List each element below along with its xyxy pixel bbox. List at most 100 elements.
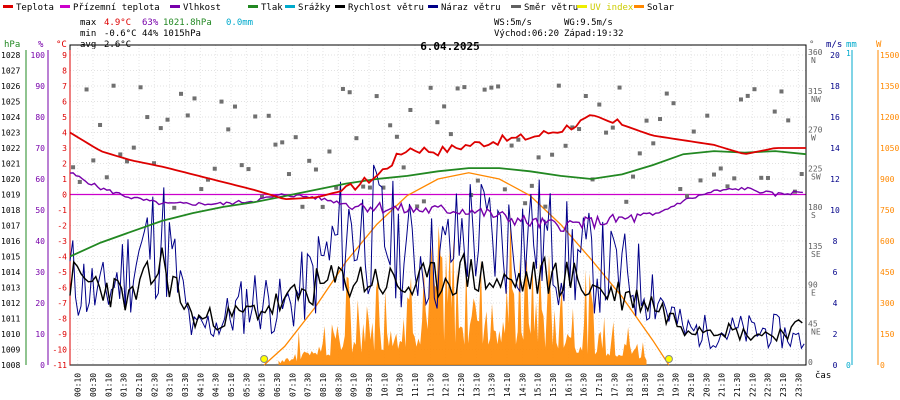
wind-speed-summary: WS:5m/s	[494, 18, 532, 28]
wind-dir-dot	[340, 86, 345, 91]
x-tick: 05:30	[242, 373, 251, 397]
wind-dir-dot	[212, 166, 217, 171]
wind-dir-dot	[185, 113, 190, 118]
rain-axis-title: mm	[846, 40, 857, 50]
legend-label-3: Tlak	[261, 3, 283, 13]
legend-label-9: Solar	[647, 3, 675, 13]
wind-dir-dot	[91, 158, 96, 163]
wind-dir-dot	[577, 127, 582, 132]
press-tick: 1008	[1, 361, 20, 370]
legend-swatch-1	[60, 5, 70, 8]
wind-dir-dot	[206, 177, 210, 182]
x-tick: 04:10	[196, 373, 205, 397]
stat-max-hum: 63%	[142, 18, 159, 28]
speed-tick: 20	[830, 51, 840, 60]
wind-dir-dot	[475, 178, 480, 183]
series-temperature-line	[69, 114, 806, 201]
x-tick: 06:10	[258, 373, 267, 397]
wind-dir-dot	[448, 132, 453, 137]
wind-dir-dot	[266, 113, 271, 118]
temp-tick: -7	[57, 299, 67, 308]
chart-title: 6.04.2025	[420, 40, 480, 53]
wind-dir-dot	[462, 85, 467, 90]
x-tick: 11:10	[411, 373, 420, 397]
x-tick: 10:30	[396, 373, 405, 397]
wind-dir-dot	[644, 118, 649, 123]
x-tick: 09:30	[365, 373, 374, 397]
wind-dir-dot	[604, 130, 609, 135]
wind-dir-dot	[523, 201, 528, 206]
legend-swatch-4	[285, 5, 295, 8]
x-tick: 14:10	[503, 373, 512, 397]
x-tick: 18:30	[641, 373, 650, 397]
x-tick: 21:10	[718, 373, 727, 397]
legend-swatch-2	[170, 5, 180, 8]
wind-dir-dot	[712, 172, 716, 177]
wind-dir-dot	[597, 102, 602, 107]
speed-tick: 2	[833, 330, 838, 339]
x-tick: 20:30	[702, 373, 711, 397]
wind-dir-dot	[536, 155, 541, 160]
dir-tick-compass: E	[811, 289, 816, 298]
temp-tick: 1	[62, 175, 67, 184]
dir-tick: 225	[808, 164, 823, 173]
legend-label-7: Směr větru	[524, 3, 578, 13]
hum-tick: 30	[35, 268, 45, 277]
x-tick: 03:30	[181, 373, 190, 397]
wind-dir-dot	[394, 134, 399, 139]
press-tick: 1010	[1, 330, 20, 339]
x-tick: 23:30	[794, 373, 803, 397]
wind-dir-dot	[118, 152, 123, 157]
wind-dir-dot	[718, 166, 723, 171]
wind-dir-dot	[165, 117, 170, 122]
wind-dir-dot	[293, 135, 298, 140]
wind-dir-dot	[664, 91, 669, 96]
wind-dir-dot	[631, 174, 636, 179]
wind-dir-dot	[104, 175, 109, 180]
hum-tick: 70	[35, 144, 45, 153]
press-tick: 1014	[1, 268, 20, 277]
wind-dir-dot	[98, 122, 103, 127]
temp-tick: -6	[57, 284, 67, 293]
speed-tick: 18	[830, 82, 840, 91]
wind-dir-dot	[313, 167, 318, 172]
x-tick: 02:10	[135, 373, 144, 397]
x-tick: 13:30	[488, 373, 497, 397]
temp-tick: -9	[57, 330, 67, 339]
legend-swatch-9	[634, 5, 644, 8]
wind-dir-dot	[307, 158, 312, 163]
wind-dir-dot	[421, 199, 426, 204]
wind-dir-dot	[367, 185, 372, 190]
wind-dir-dot	[354, 136, 359, 141]
press-tick: 1012	[1, 299, 20, 308]
dir-tick-compass: NE	[811, 327, 821, 336]
speed-tick: 0	[833, 361, 838, 370]
wind-dir-dot	[172, 205, 177, 210]
wind-dir-dot	[671, 101, 676, 106]
dir-tick-compass: S	[811, 211, 816, 220]
x-tick: 07:30	[304, 373, 313, 397]
dir-axis-title: °	[809, 40, 814, 50]
temp-tick: 9	[62, 51, 67, 60]
legend-swatch-7	[511, 5, 521, 8]
wind-dir-dot	[563, 143, 568, 148]
x-tick: 15:10	[534, 373, 543, 397]
legend-swatch-0	[3, 5, 13, 8]
temp-tick: -8	[57, 315, 67, 324]
x-tick: 05:10	[227, 373, 236, 397]
wind-dir-dot	[543, 204, 548, 209]
x-tick: 04:30	[212, 373, 221, 397]
dir-tick-compass: SE	[811, 250, 821, 259]
x-tick: 21:30	[733, 373, 742, 397]
wind-dir-dot	[158, 126, 163, 131]
press-tick: 1026	[1, 82, 20, 91]
press-axis-title: hPa	[4, 40, 20, 50]
temp-tick: -1	[57, 206, 67, 215]
wind-dir-dot	[77, 179, 82, 184]
wind-dir-dot	[509, 143, 514, 148]
wind-dir-dot	[199, 187, 204, 192]
wind-dir-dot	[765, 175, 770, 180]
x-tick: 08:30	[334, 373, 343, 397]
hum-tick: 20	[35, 299, 45, 308]
